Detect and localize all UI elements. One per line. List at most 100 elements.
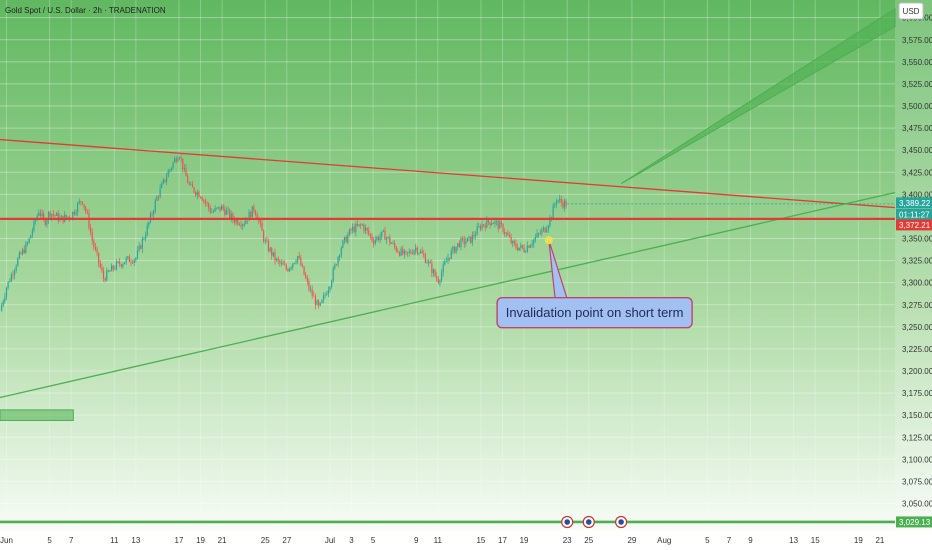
candle-body xyxy=(549,217,551,226)
candle-body xyxy=(379,236,381,241)
annotation-callout[interactable]: Invalidation point on short term xyxy=(496,236,693,329)
candle-body xyxy=(220,205,223,211)
candle-body xyxy=(342,240,344,248)
candle-body xyxy=(449,257,451,259)
demand-zone-layer xyxy=(0,409,74,421)
candle-body xyxy=(345,236,347,243)
us-flag-event-icon-core xyxy=(585,519,592,525)
candle-body xyxy=(216,207,218,209)
candle-body xyxy=(98,252,100,263)
candle-body xyxy=(327,289,329,295)
candle-body xyxy=(157,196,160,198)
candle-body xyxy=(403,250,405,255)
candle-body xyxy=(484,225,486,228)
us-flag-event-icon-core xyxy=(564,519,570,525)
price-axis-tick-label: 3,125.00 xyxy=(902,433,932,442)
candle-body xyxy=(167,171,169,178)
candle-body xyxy=(130,261,132,263)
candle-body xyxy=(400,248,402,256)
candle-body xyxy=(39,212,42,216)
candle-body xyxy=(44,219,46,225)
candle-body xyxy=(274,252,276,261)
candle-body xyxy=(361,224,363,226)
candle-body xyxy=(101,267,103,271)
price-axis-tick-label: 3,300.00 xyxy=(902,279,932,288)
candle-body xyxy=(13,270,16,276)
candle-body xyxy=(423,253,425,256)
resistance-price-tag-bg xyxy=(896,219,932,231)
candle-body xyxy=(301,265,304,267)
candle-body xyxy=(75,212,77,214)
candle-body xyxy=(261,223,263,231)
candle-body xyxy=(143,238,145,240)
candle-body xyxy=(128,256,130,262)
candle-body xyxy=(292,263,294,268)
candle-body xyxy=(2,301,4,306)
candle-body xyxy=(12,274,14,276)
candle-body xyxy=(258,220,260,222)
candle-body xyxy=(4,296,6,302)
currency-badge[interactable] xyxy=(898,2,924,20)
candle-body xyxy=(457,243,459,247)
candle-body xyxy=(353,226,355,233)
time-axis[interactable]: Jun 5 7 11 13 17 19 21 25 27 Jul 3 5 9 11 15 17 19 23 25 29 A… xyxy=(0,536,885,545)
price-axis-tick-label: 3,275.00 xyxy=(902,301,932,310)
candle-body xyxy=(515,243,517,248)
candle-body xyxy=(373,240,375,244)
candle-body xyxy=(104,278,106,281)
time-axis-tick-label: 3 xyxy=(349,536,354,545)
candle-body xyxy=(136,250,139,259)
price-axis-tick-label: 3,575.00 xyxy=(902,36,932,45)
candle-body xyxy=(504,231,506,234)
price-axis-tick-label: 3,350.00 xyxy=(902,235,932,244)
candle-body xyxy=(356,224,359,226)
candle-body xyxy=(89,227,92,233)
candle-body xyxy=(112,265,114,269)
resistance-price-tag-label: 3,372.21 xyxy=(899,221,931,230)
candle-body xyxy=(204,200,207,203)
candle-body xyxy=(80,201,82,202)
candle-body xyxy=(413,250,415,254)
candle-body xyxy=(516,247,519,251)
time-axis-tick-label: 17 xyxy=(175,536,184,545)
candle-body xyxy=(518,247,520,251)
candle-body xyxy=(111,265,113,272)
candle-body xyxy=(432,269,435,274)
candle-body xyxy=(382,230,384,232)
candle-body xyxy=(172,162,174,168)
candle-body xyxy=(47,212,50,220)
annotation-box xyxy=(496,296,693,329)
candle-body xyxy=(494,221,496,224)
candle-body xyxy=(470,236,472,244)
support-price-tag-bg xyxy=(896,516,932,528)
candle-body xyxy=(483,224,485,226)
time-axis-tick-label: 15 xyxy=(811,536,820,545)
candle-body xyxy=(81,201,84,205)
candle-body xyxy=(398,252,401,256)
candle-body xyxy=(183,167,185,170)
candle-body xyxy=(9,281,11,283)
candle-body xyxy=(38,212,40,216)
candle-body xyxy=(15,265,17,271)
candle-body xyxy=(293,262,295,264)
candle-body xyxy=(30,235,32,239)
candle-body xyxy=(127,256,129,259)
chart-title: Gold Spot / U.S. Dollar · 2h · TRADENATI… xyxy=(5,6,166,15)
candle-body xyxy=(178,157,181,159)
candle-body xyxy=(552,205,554,218)
us-flag-event-icon-core xyxy=(618,519,624,525)
candle-body xyxy=(57,213,59,221)
candle-body xyxy=(508,235,511,237)
candle-body xyxy=(266,240,268,242)
price-axis[interactable]: 3,600.003,575.003,550.003,525.003,500.00… xyxy=(902,14,932,509)
price-axis-tick-label: 3,550.00 xyxy=(902,58,932,67)
candle-body xyxy=(442,264,444,273)
candle-body xyxy=(415,247,417,251)
candle-body xyxy=(546,229,548,233)
candle-body xyxy=(539,233,541,235)
candle-body xyxy=(86,211,88,213)
candle-body xyxy=(49,212,51,217)
candle-body xyxy=(253,206,255,211)
time-axis-tick-label: 13 xyxy=(789,536,798,545)
